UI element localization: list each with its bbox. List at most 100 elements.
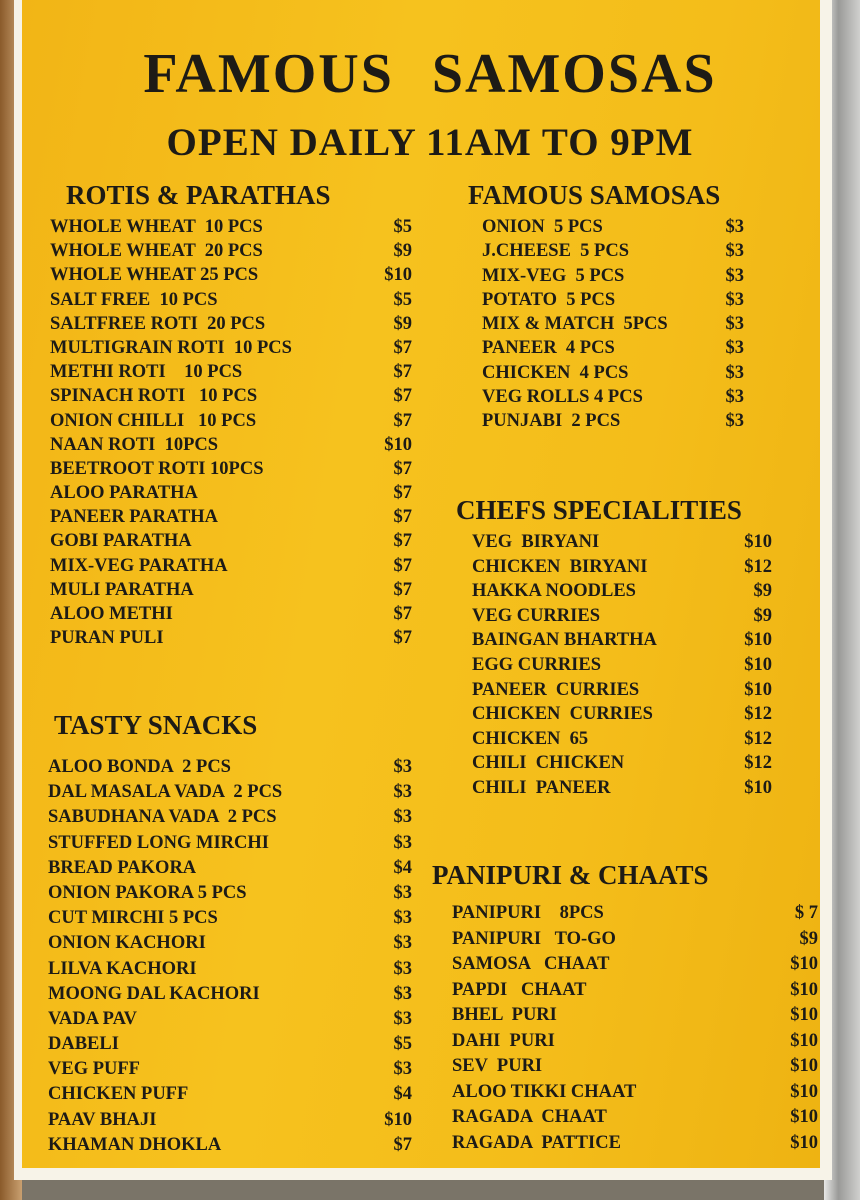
opening-hours: OPEN DAILY 11AM TO 9PM: [166, 121, 694, 164]
menu-item: RAGADA CHAAT $10: [452, 1105, 818, 1131]
item-price: $10: [384, 265, 412, 286]
item-price: $5: [393, 289, 413, 310]
item-name: DAL MASALA VADA 2 PCS: [48, 782, 283, 803]
item-name: VEG CURRIES: [472, 605, 600, 626]
section-samosas: FAMOUS SAMOSAS ONION 5 PCS $3 J.CHEESE 5 P…: [468, 180, 744, 434]
menu-item: METHI ROTI 10 PCS $7: [50, 360, 412, 384]
item-name: METHI ROTI 10 PCS: [50, 362, 243, 383]
menu-item: CHICKEN 65 $12: [472, 727, 772, 752]
item-price: $10: [744, 532, 772, 552]
item-price: $7: [393, 458, 413, 479]
item-name: BEETROOT ROTI 10PCS: [50, 458, 264, 479]
item-name: PANEER CURRIES: [472, 679, 640, 700]
item-price: $3: [725, 265, 745, 286]
menu-item: PANIPURI TO-GO $9: [452, 927, 818, 953]
menu-item: BEETROOT ROTI 10PCS $7: [50, 457, 412, 481]
item-name: SABUDHANA VADA 2 PCS: [48, 807, 277, 828]
item-price: $10: [384, 1109, 412, 1130]
section-title: PANIPURI & CHAATS: [432, 860, 709, 890]
item-price: $3: [725, 362, 745, 383]
item-price: $7: [393, 507, 413, 528]
item-name: RAGADA CHAAT: [452, 1107, 607, 1127]
menu-item: PANEER CURRIES $10: [472, 678, 772, 703]
item-name: ONION CHILLI 10 PCS: [50, 410, 257, 431]
item-price: $10: [790, 979, 818, 1000]
item-price: $7: [393, 1134, 413, 1155]
item-name: SEV PURI: [452, 1056, 543, 1076]
section-rotis: ROTIS & PARATHAS WHOLE WHEAT 10 PCS $5 WHO…: [50, 180, 412, 650]
menu-item: PANEER 4 PCS $3: [482, 336, 744, 360]
menu-item: PUNJABI 2 PCS $3: [482, 409, 744, 433]
item-name: J.CHEESE 5 PCS: [482, 241, 630, 262]
item-price: $7: [393, 337, 413, 358]
item-price: $9: [753, 605, 773, 626]
menu-item: SALT FREE 10 PCS $5: [50, 288, 412, 312]
item-name: KHAMAN DHOKLA: [48, 1134, 222, 1155]
menu-item: CHICKEN CURRIES $12: [472, 702, 772, 727]
item-price: $7: [393, 386, 413, 407]
item-price: $10: [790, 954, 818, 974]
menu-item: VADA PAV $3: [48, 1007, 412, 1032]
menu-poster: [14, 0, 832, 1180]
item-price: $4: [393, 857, 413, 878]
menu-item: STUFFED LONG MIRCHI $3: [48, 831, 412, 856]
item-price: $9: [799, 928, 819, 949]
section-title: TASTY SNACKS: [54, 710, 258, 740]
menu-item: MULI PARATHA $7: [50, 578, 412, 602]
item-price: $3: [393, 958, 413, 979]
item-price: $10: [790, 1107, 818, 1127]
item-price: $7: [393, 604, 413, 624]
menu-item: MIX-VEG PARATHA $7: [50, 554, 412, 578]
item-price: $3: [393, 983, 413, 1004]
section-title: CHEFS SPECIALITIES: [456, 495, 742, 525]
item-price: $10: [790, 1056, 818, 1076]
menu-item: ALOO METHI $7: [50, 602, 412, 626]
item-name: MIX-VEG PARATHA: [50, 555, 228, 576]
item-price: $3: [393, 933, 413, 954]
item-name: PAAV BHAJI: [48, 1109, 157, 1130]
item-price: $10: [790, 1030, 818, 1051]
item-name: CHICKEN CURRIES: [472, 704, 653, 725]
menu-item: MOONG DAL KACHORI $3: [48, 982, 412, 1007]
item-price: $ 7: [794, 903, 818, 923]
menu-item: DABELI $5: [48, 1032, 412, 1057]
item-name: WHOLE WHEAT 10 PCS: [50, 217, 263, 237]
menu-item: CHICKEN BIRYANI $12: [472, 555, 772, 580]
item-price: $7: [393, 483, 413, 504]
item-name: VADA PAV: [48, 1008, 137, 1029]
item-price: $10: [744, 777, 772, 798]
item-price: $9: [393, 313, 413, 334]
item-price: $7: [393, 362, 413, 383]
menu-item: VEG PUFF $3: [48, 1057, 412, 1082]
menu-item: WHOLE WHEAT 25 PCS $10: [50, 263, 412, 287]
menu-item: DAL MASALA VADA 2 PCS $3: [48, 780, 412, 805]
item-name: VEG BIRYANI: [472, 532, 600, 552]
menu-board: [22, 0, 820, 1168]
menu-item: CHICKEN PUFF $4: [48, 1082, 412, 1107]
item-name: BAINGAN BHARTHA: [472, 630, 657, 651]
item-name: CHICKEN BIRYANI: [472, 556, 648, 577]
item-price: $3: [393, 832, 413, 853]
item-price: $3: [725, 314, 745, 335]
item-name: ALOO TIKKI CHAAT: [452, 1081, 637, 1102]
menu-item: RAGADA PATTICE $10: [452, 1131, 818, 1157]
menu-title: FAMOUS SAMOSAS: [143, 43, 717, 105]
menu-item: SPINACH ROTI 10 PCS $7: [50, 384, 412, 408]
item-price: $10: [790, 1081, 818, 1102]
item-name: SPINACH ROTI 10 PCS: [50, 386, 258, 407]
menu-item: LILVA KACHORI $3: [48, 957, 412, 982]
item-name: SAMOSA CHAAT: [452, 954, 610, 974]
item-name: CHILI PANEER: [472, 777, 611, 798]
menu-item: CUT MIRCHI 5 PCS $3: [48, 906, 412, 931]
menu-item: ALOO BONDA 2 PCS $3: [48, 755, 412, 780]
menu-item: VEG CURRIES $9: [472, 604, 772, 629]
item-price: $10: [384, 434, 412, 455]
item-name: ALOO METHI: [50, 604, 173, 624]
item-price: $4: [393, 1084, 413, 1105]
item-name: BREAD PAKORA: [48, 857, 197, 878]
menu-item: KHAMAN DHOKLA $7: [48, 1133, 412, 1158]
item-price: $7: [393, 531, 413, 552]
menu-item: ONION KACHORI $3: [48, 931, 412, 956]
item-name: ONION KACHORI: [48, 933, 206, 954]
item-name: POTATO 5 PCS: [482, 289, 616, 310]
